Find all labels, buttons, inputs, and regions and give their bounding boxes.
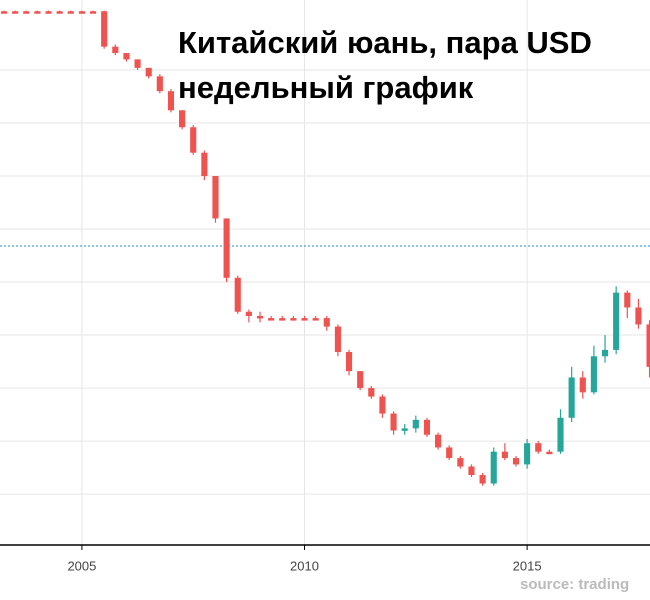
candle-body [0,11,8,14]
candle-body [145,67,152,77]
candle-body [268,318,275,321]
candle-body [590,356,597,393]
candle-body [312,318,319,321]
candle-body [101,11,108,47]
candle-body [67,11,74,14]
candle-body [12,11,19,14]
candle-body [78,11,85,14]
candle-body [245,311,252,316]
candle-body [490,451,497,484]
plot-area: 2005 2010 2015 [0,0,650,573]
candle-body [524,443,531,465]
candle-body [601,349,609,357]
candle-body [457,458,464,467]
x-tick-label: 2010 [290,558,319,573]
candle-body [557,417,564,452]
candle-body [535,443,542,452]
candle-body [546,451,553,455]
candle-body [223,218,230,278]
candle-body [368,388,375,397]
candle-body [390,413,397,431]
candle-body [290,318,297,321]
candle-body [635,307,642,325]
candle-body [323,318,330,327]
candle-body [256,315,264,319]
candle-body [357,371,364,389]
candle-body [501,451,508,459]
candle-body [134,59,141,68]
candle-body [401,428,408,431]
candle-body [345,352,353,372]
candle-body [613,292,620,350]
x-tick-label: 2015 [513,558,542,573]
candle-body [23,11,30,14]
candle-body [112,46,119,54]
chart-title: Китайский юань, пара USD [178,25,592,60]
candle-body [301,318,308,321]
candle-body [568,377,575,418]
candle-body [156,76,163,92]
candle-body [179,110,186,128]
candle-body [435,434,442,448]
candle-body [624,292,631,308]
candle-body [279,318,286,321]
candle-body [479,475,486,484]
candle-body [167,91,175,111]
candle-body [512,458,520,465]
source: source: trading [520,576,629,593]
candle-body [446,447,453,459]
candle-body [201,152,208,177]
candle-body [379,396,386,414]
x-tick-label: 2005 [67,558,96,573]
candle-body [212,176,219,219]
candle-body [423,419,431,435]
candle-body [89,11,97,14]
candle-body [123,53,130,60]
candle-body [579,377,586,393]
candle-body [45,11,52,14]
candle-body [334,326,341,353]
candle-body [468,466,475,476]
candle-body [34,11,41,14]
candle-body [646,324,650,367]
chart-subtitle: недельный график [178,70,474,105]
candle-body [412,419,419,429]
candle-body [56,11,63,14]
candle-body [234,277,241,312]
candle-body [190,127,197,153]
